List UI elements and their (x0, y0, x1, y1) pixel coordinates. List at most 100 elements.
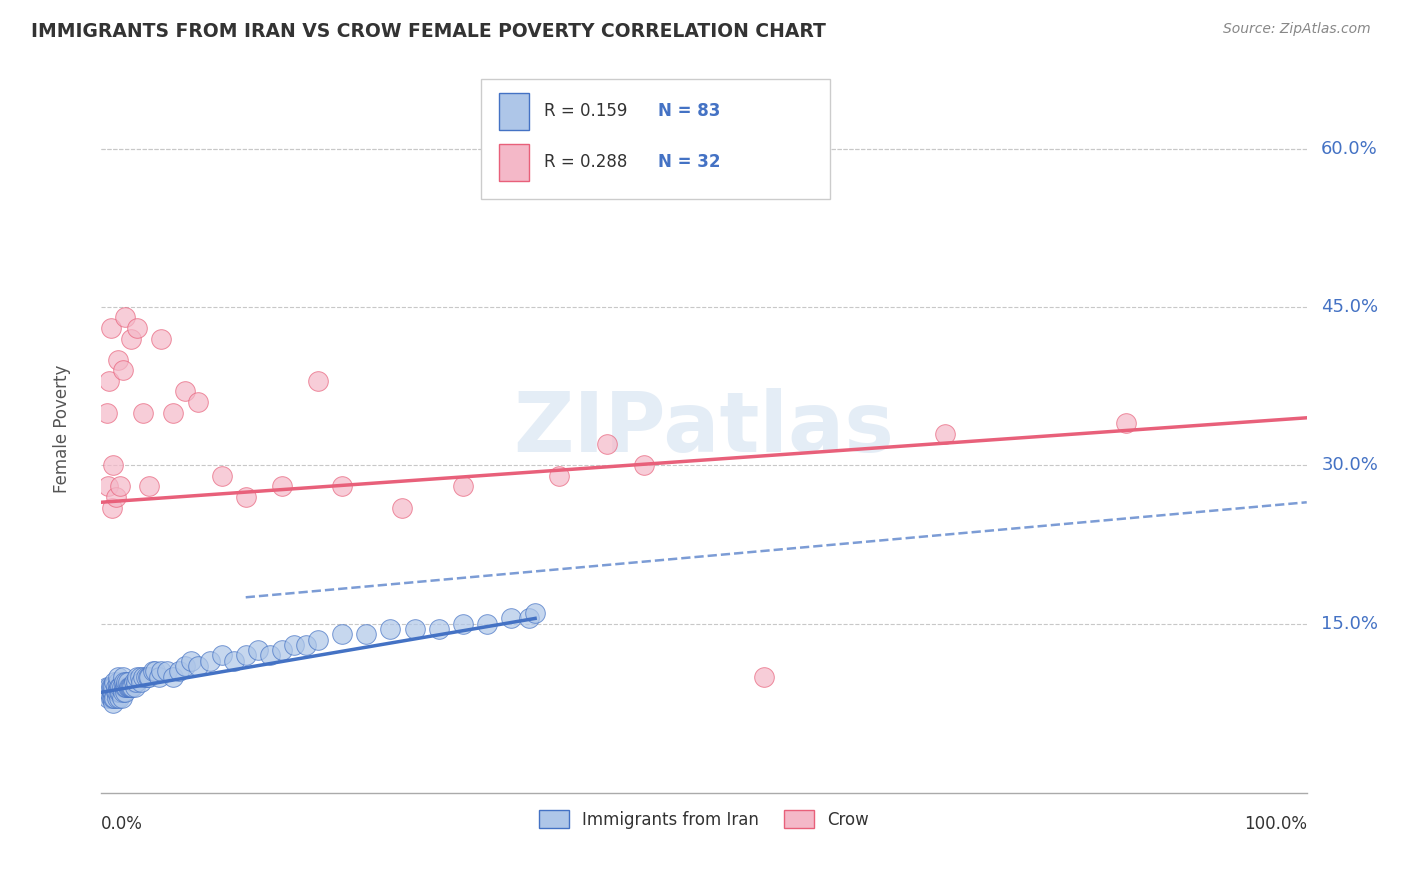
Point (934, 426, 956, 441)
Text: 0.0%: 0.0% (101, 814, 143, 832)
Point (98, 685, 121, 699)
Point (633, 458, 655, 473)
Point (162, 669, 184, 683)
Point (101, 685, 124, 699)
Point (186, 659, 208, 673)
Text: N = 83: N = 83 (658, 103, 720, 120)
Text: R = 0.159: R = 0.159 (544, 103, 627, 120)
Point (101, 680, 124, 694)
Point (148, 669, 170, 683)
Text: N = 32: N = 32 (658, 153, 721, 171)
Point (754, 669, 776, 683)
Point (96, 680, 118, 694)
Point (235, 648, 257, 663)
Point (270, 479, 292, 493)
Point (101, 458, 124, 473)
Point (138, 669, 160, 683)
Point (451, 479, 474, 493)
Point (97, 690, 120, 705)
Point (110, 680, 132, 694)
Point (169, 664, 191, 678)
Point (101, 690, 124, 705)
Point (499, 611, 522, 625)
Point (97, 479, 120, 493)
Point (103, 690, 125, 705)
Point (524, 606, 547, 620)
Point (122, 674, 145, 689)
Point (451, 616, 474, 631)
FancyBboxPatch shape (499, 145, 529, 181)
Point (125, 674, 148, 689)
Point (120, 332, 142, 346)
Point (186, 395, 208, 409)
Point (132, 669, 155, 683)
Point (104, 490, 127, 504)
Point (174, 384, 197, 399)
Point (107, 352, 129, 367)
Text: 45.0%: 45.0% (1322, 298, 1378, 316)
Point (111, 363, 134, 377)
Point (150, 664, 173, 678)
FancyBboxPatch shape (499, 93, 529, 129)
Point (259, 648, 281, 663)
Point (180, 654, 202, 668)
Point (356, 627, 378, 641)
Text: ZIPatlas: ZIPatlas (513, 388, 894, 469)
Text: 30.0%: 30.0% (1322, 457, 1378, 475)
Text: IMMIGRANTS FROM IRAN VS CROW FEMALE POVERTY CORRELATION CHART: IMMIGRANTS FROM IRAN VS CROW FEMALE POVE… (31, 22, 825, 41)
Point (138, 479, 160, 493)
Point (475, 616, 498, 631)
Point (404, 622, 426, 636)
Point (132, 405, 155, 419)
Point (307, 632, 329, 647)
Point (162, 405, 184, 419)
Point (330, 627, 353, 641)
Point (391, 500, 413, 515)
Point (110, 685, 132, 699)
Point (115, 674, 138, 689)
Point (108, 690, 131, 705)
Point (142, 664, 165, 678)
Point (211, 648, 233, 663)
Point (100, 690, 122, 705)
Point (111, 669, 134, 683)
Point (101, 685, 124, 699)
Point (517, 611, 540, 625)
Point (100, 680, 122, 694)
Point (107, 674, 129, 689)
Text: 60.0%: 60.0% (1322, 139, 1378, 158)
Point (104, 680, 127, 694)
Text: Female Poverty: Female Poverty (53, 364, 72, 492)
Point (121, 680, 143, 694)
Point (114, 310, 136, 325)
Point (135, 669, 157, 683)
Point (112, 680, 135, 694)
Point (105, 690, 128, 705)
Point (330, 479, 353, 493)
Point (107, 669, 129, 683)
Point (110, 690, 132, 705)
Point (283, 638, 305, 652)
Point (548, 468, 571, 483)
Point (128, 669, 150, 683)
Point (270, 643, 292, 657)
Point (596, 437, 619, 451)
Point (98, 374, 121, 388)
Point (117, 680, 139, 694)
Point (174, 659, 197, 673)
Point (156, 664, 179, 678)
Point (110, 680, 132, 694)
Point (307, 374, 329, 388)
Point (114, 685, 136, 699)
Point (101, 690, 124, 705)
Point (114, 680, 136, 694)
Legend: Immigrants from Iran, Crow: Immigrants from Iran, Crow (531, 804, 876, 835)
Point (107, 680, 129, 694)
Point (380, 622, 402, 636)
Point (136, 669, 159, 683)
Point (96, 405, 118, 419)
Point (295, 638, 318, 652)
Text: 100.0%: 100.0% (1244, 814, 1306, 832)
Point (1115, 416, 1137, 430)
Point (211, 468, 233, 483)
